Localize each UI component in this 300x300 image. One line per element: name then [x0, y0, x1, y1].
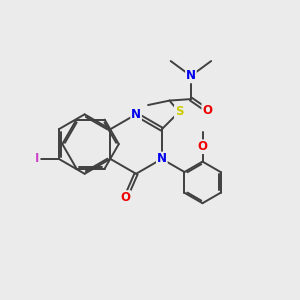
Text: N: N	[186, 69, 196, 82]
Text: I: I	[35, 152, 40, 165]
Text: O: O	[121, 191, 131, 204]
Text: N: N	[157, 152, 167, 165]
Text: O: O	[202, 104, 212, 117]
Text: S: S	[175, 106, 183, 118]
Text: O: O	[197, 140, 208, 153]
Text: N: N	[131, 108, 141, 121]
